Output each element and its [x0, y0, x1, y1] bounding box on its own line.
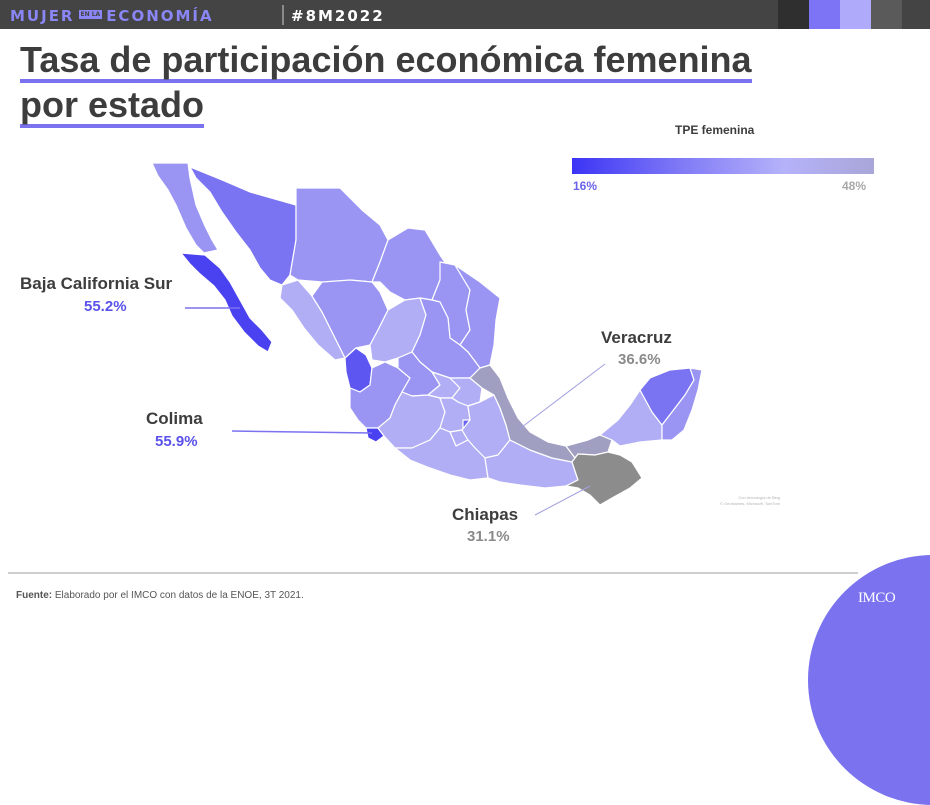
legend-min-label: 16% [573, 179, 598, 193]
brand-part1: MUJER [10, 7, 75, 25]
state-colima [365, 427, 385, 443]
state-nayarit [344, 347, 373, 393]
state-chihuahua [289, 187, 389, 289]
callout-veracruz-name: Veracruz [601, 328, 672, 347]
color-block-2 [809, 0, 840, 29]
brand-part2: ECONOMÍA [106, 7, 214, 25]
callout-bcs-name: Baja California Sur [20, 274, 173, 293]
color-block-4 [871, 0, 902, 29]
source-note: Fuente: Elaborado por el IMCO con datos … [16, 590, 304, 601]
callout-chiapas-name: Chiapas [452, 505, 519, 524]
source-label: Fuente: [16, 590, 53, 601]
map-attribution: Con tecnología de Bing © GeoNames, Micro… [695, 495, 780, 507]
callout-veracruz-value: 36.6% [618, 351, 661, 368]
top-bar: MUJER EN LA ECONOMÍA #8M2022 [0, 0, 930, 29]
imco-logo: IMCO [858, 590, 896, 606]
title-line-2: por estado [20, 86, 205, 128]
attribution-line-2: © GeoNames, Microsoft, TomTom [720, 501, 780, 506]
leader-line-chiapas [534, 485, 591, 516]
state-baja-california-sur [180, 252, 273, 353]
brand-logo: MUJER EN LA ECONOMÍA [10, 7, 214, 25]
callout-colima-value: 55.9% [155, 433, 198, 450]
legend-gradient-bar [572, 158, 874, 174]
state-quintana-roo [661, 367, 703, 441]
footer-divider [8, 572, 858, 574]
state-sonora [189, 166, 297, 286]
state-chiapas [565, 451, 643, 506]
source-text: Elaborado por el IMCO con datos de la EN… [52, 590, 304, 601]
brand-divider [282, 5, 284, 25]
title-line-1: Tasa de participación económica femenina [20, 41, 752, 83]
color-block-1 [778, 0, 809, 29]
leader-line-veracruz [517, 363, 606, 431]
color-block-3 [840, 0, 871, 29]
legend-max-label: 48% [842, 179, 867, 193]
brand-small: EN LA [78, 10, 103, 19]
hashtag: #8M2022 [291, 7, 385, 25]
callout-bcs-value: 55.2% [84, 298, 127, 315]
leader-line-colima [231, 430, 373, 434]
page-title: Tasa de participación económica femenina… [20, 38, 752, 128]
callout-chiapas-value: 31.1% [467, 528, 510, 545]
mexico-choropleth-map [151, 162, 703, 516]
state-guerrero [394, 427, 489, 481]
callout-colima-name: Colima [146, 409, 203, 428]
legend-title: TPE femenina [675, 123, 755, 137]
state-durango [311, 279, 389, 359]
state-baja-california [151, 162, 219, 254]
attribution-line-1: Con tecnología de Bing [738, 495, 780, 500]
